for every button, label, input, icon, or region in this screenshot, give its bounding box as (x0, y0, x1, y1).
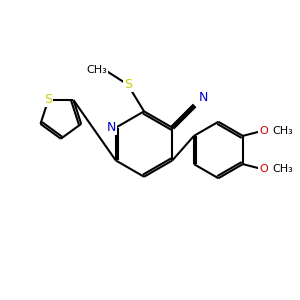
Text: CH₃: CH₃ (273, 164, 293, 175)
Text: S: S (44, 94, 52, 106)
Text: N: N (198, 91, 208, 103)
Text: O: O (259, 164, 268, 175)
Text: CH₃: CH₃ (273, 125, 293, 136)
Text: CH₃: CH₃ (86, 65, 107, 75)
Text: N: N (106, 121, 116, 134)
Text: O: O (259, 125, 268, 136)
Text: S: S (124, 78, 132, 91)
